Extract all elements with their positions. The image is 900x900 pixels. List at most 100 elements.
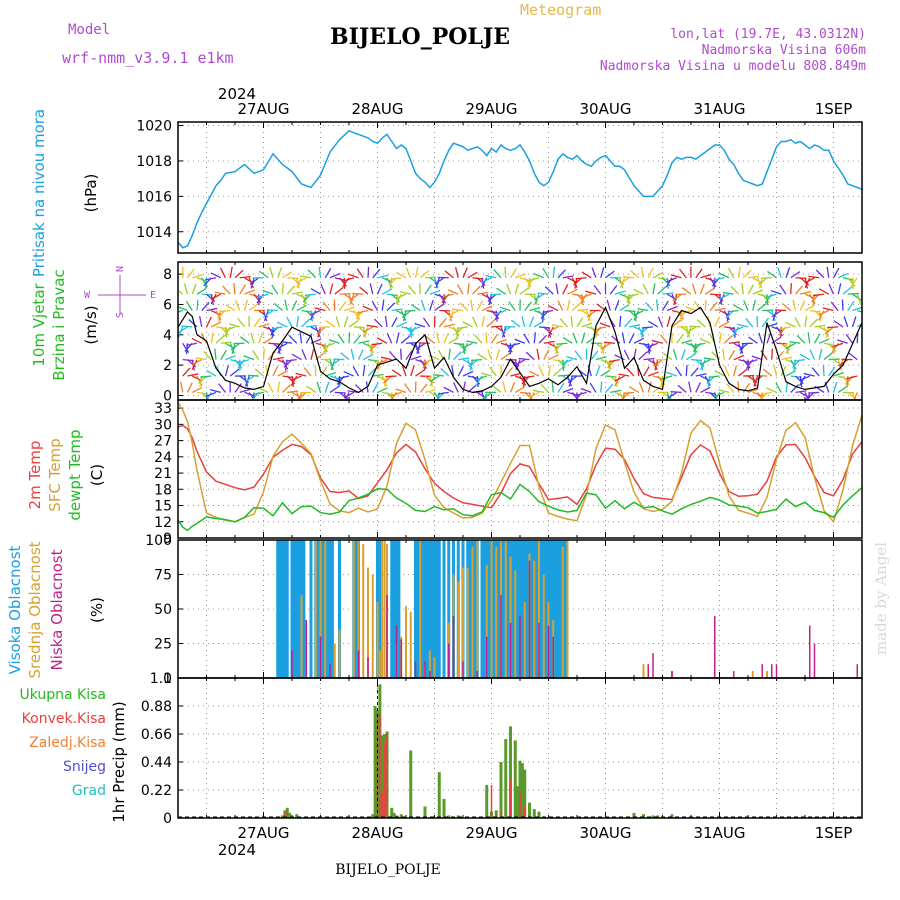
wind-barb <box>676 310 685 320</box>
wind-barb <box>614 300 620 311</box>
wind-barb <box>666 316 671 328</box>
wind-barb <box>196 287 207 295</box>
wind-barb <box>799 353 811 361</box>
wind-barb <box>296 277 307 284</box>
cloud-bar <box>414 661 417 678</box>
wind-barb <box>324 381 330 393</box>
wind-barb <box>738 368 748 377</box>
wind-barb <box>453 351 462 361</box>
wind-barb <box>728 267 735 279</box>
temp-unit: (C) <box>88 464 106 486</box>
wind-barb <box>514 359 526 366</box>
wind-barb <box>462 321 473 328</box>
cloud-bar <box>305 620 307 678</box>
cloud-bar <box>378 540 382 678</box>
cloud-bar <box>761 664 763 678</box>
wind-barb <box>301 318 310 328</box>
wind-barb <box>790 283 792 295</box>
wind-barb <box>605 270 615 279</box>
cloud-bar <box>520 540 524 678</box>
wind-barb <box>732 326 744 332</box>
wind-barb <box>803 372 815 377</box>
wind-barb <box>514 283 520 295</box>
precip-bar <box>528 802 531 818</box>
wind-barb <box>470 299 474 311</box>
cloud-bar <box>357 650 360 678</box>
cloud-bar <box>506 540 510 678</box>
wind-barb <box>490 333 499 344</box>
precip-marks <box>178 678 862 818</box>
wind-barb <box>258 323 270 328</box>
wind-barb <box>435 332 440 344</box>
wind-barb <box>633 310 640 321</box>
wind-barb <box>645 302 654 311</box>
wind-barb <box>515 273 526 279</box>
wind-barb <box>239 388 251 394</box>
wind-barb <box>752 289 764 295</box>
wind-barb <box>704 299 707 311</box>
wind-barb <box>567 375 578 384</box>
wind-barb <box>600 359 612 365</box>
wind-barb <box>388 350 397 361</box>
wind-barb <box>271 326 283 330</box>
wind-barb <box>555 283 559 295</box>
wind-barb <box>248 303 259 312</box>
wind-barb <box>199 315 203 328</box>
wind-barb <box>201 301 210 311</box>
wind-barb <box>665 277 673 288</box>
wind-barb <box>258 332 264 344</box>
wind-barb <box>614 375 618 387</box>
precip-bar <box>537 811 541 818</box>
cloud-bar <box>392 540 396 678</box>
wind-barb <box>376 283 383 295</box>
wind-barb <box>519 287 530 295</box>
wind-barb <box>562 275 574 279</box>
wind-barb <box>752 299 757 311</box>
wind-barb <box>489 366 497 377</box>
wind-barb <box>290 375 298 386</box>
precip-legend-item: Konvek.Kisa <box>22 711 106 727</box>
wind-barb <box>480 372 492 377</box>
wind-barb <box>608 359 620 363</box>
wind-barb <box>823 352 833 361</box>
wind-barb <box>538 365 545 377</box>
wind-barb <box>571 277 578 288</box>
precip-bar <box>390 807 394 818</box>
wind-barb <box>285 359 297 362</box>
day-label-bottom: 29AUG <box>466 824 518 842</box>
wind-barb <box>672 293 682 302</box>
precip-bar <box>670 814 674 818</box>
wind-barb <box>600 343 607 354</box>
wind-barb <box>755 374 768 377</box>
wind-barb <box>316 326 326 335</box>
wind-barb <box>355 384 364 393</box>
wind-barb <box>847 292 859 295</box>
wind-barb <box>595 356 607 361</box>
wind-barb <box>847 277 856 287</box>
cloud-bar <box>485 564 488 678</box>
wind-barb <box>281 359 289 370</box>
y-tick-label: 1.1 <box>150 671 172 687</box>
cloud-bar <box>321 540 325 678</box>
precip-bar <box>392 812 396 818</box>
precip-bar <box>509 779 512 818</box>
cloud-bar <box>421 540 425 678</box>
wind-barb <box>338 301 347 311</box>
cloud-bar <box>395 540 398 678</box>
precip-bar <box>523 769 527 818</box>
wind-barb <box>377 337 388 344</box>
wind-barb <box>201 277 209 288</box>
wind-barb <box>718 294 723 306</box>
cloud-bar <box>523 602 526 678</box>
wind-barb <box>809 318 818 328</box>
wind-barb <box>219 267 227 279</box>
wind-barb <box>688 381 692 393</box>
wind-barb <box>676 334 684 344</box>
wind-barb <box>845 333 854 344</box>
precip-bar <box>376 716 379 818</box>
precip-legend-item: Ukupna Kisa <box>19 687 106 703</box>
wind-barb <box>667 391 678 399</box>
wind-barb <box>814 324 826 328</box>
wind-barb <box>415 342 426 351</box>
